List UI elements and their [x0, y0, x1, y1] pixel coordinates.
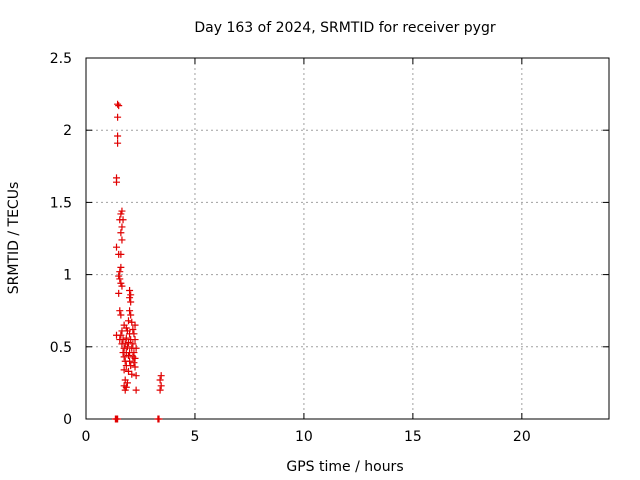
data-point — [124, 317, 132, 325]
data-point — [116, 307, 124, 315]
data-point — [157, 372, 165, 380]
data-point — [127, 311, 135, 319]
y-tick-label: 2 — [63, 123, 72, 139]
y-tick-label: 1 — [63, 268, 72, 284]
data-point — [117, 250, 125, 258]
data-point — [129, 325, 137, 333]
data-point — [118, 223, 126, 231]
data-point — [128, 370, 136, 378]
data-point — [119, 216, 127, 224]
data-point — [155, 415, 163, 423]
data-point — [117, 331, 125, 339]
data-point — [132, 386, 140, 394]
data-point — [114, 415, 122, 423]
data-point — [130, 349, 138, 357]
data-point — [114, 100, 122, 108]
data-point — [126, 286, 134, 294]
data-point — [120, 366, 128, 374]
data-point — [113, 178, 121, 186]
data-point — [118, 236, 126, 244]
data-points — [111, 100, 165, 423]
data-point — [116, 268, 124, 276]
data-point — [118, 282, 126, 290]
data-point — [120, 353, 128, 361]
data-point — [121, 386, 129, 394]
data-point — [119, 336, 127, 344]
data-point — [127, 362, 135, 370]
data-point — [132, 372, 140, 380]
data-point — [117, 311, 125, 319]
data-point — [132, 344, 140, 352]
data-point — [114, 139, 122, 147]
data-point — [113, 243, 121, 251]
data-point — [117, 210, 125, 218]
data-point — [117, 229, 125, 237]
data-point — [131, 354, 139, 362]
x-tick-label: 5 — [190, 429, 199, 445]
data-point — [130, 330, 138, 338]
data-point — [127, 298, 135, 306]
data-point — [115, 102, 123, 110]
grid — [86, 58, 609, 419]
x-tick-label: 10 — [295, 429, 313, 445]
data-point — [156, 386, 164, 394]
data-point — [120, 344, 128, 352]
y-tick-label: 2.5 — [50, 51, 72, 67]
data-point — [157, 382, 165, 390]
data-point — [126, 307, 134, 315]
y-tick-label: 0.5 — [50, 340, 72, 356]
data-point — [131, 321, 139, 329]
x-tick-label: 20 — [513, 429, 531, 445]
data-point — [124, 338, 132, 346]
data-point — [115, 289, 123, 297]
data-point — [114, 132, 122, 140]
axis-ticks: 0 5 10 15 20 0 0.5 1 1.5 2 2.5 — [50, 51, 609, 445]
data-point — [122, 334, 130, 342]
data-point — [126, 357, 134, 365]
y-tick-label: 0 — [63, 412, 72, 428]
chart-title: Day 163 of 2024, SRMTID for receiver pyg… — [194, 20, 495, 36]
y-axis-label: SRMTID / TECUs — [6, 182, 22, 295]
data-point — [156, 376, 164, 384]
data-point — [131, 363, 139, 371]
data-point — [126, 294, 134, 302]
data-point — [114, 113, 122, 121]
x-tick-label: 0 — [82, 429, 91, 445]
x-tick-label: 15 — [404, 429, 422, 445]
data-point — [124, 351, 132, 359]
data-point — [131, 336, 139, 344]
data-point — [129, 340, 137, 348]
data-point — [116, 275, 124, 283]
plot-frame — [85, 57, 610, 420]
y-tick-label: 1.5 — [50, 195, 72, 211]
data-point — [123, 343, 131, 351]
data-point — [117, 263, 125, 271]
x-axis-label: GPS time / hours — [286, 459, 403, 475]
